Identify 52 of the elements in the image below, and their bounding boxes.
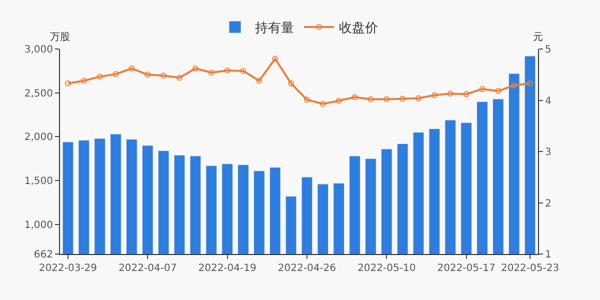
y2-tick-label: 2 <box>545 198 552 210</box>
y-tick-label: 2,500 <box>24 88 53 100</box>
y2-axis-title: 元 <box>533 32 543 43</box>
x-tick-label: 2022-05-23 <box>500 263 560 274</box>
point <box>447 90 454 97</box>
y2-tick-label: 1 <box>545 250 552 260</box>
point <box>176 74 182 81</box>
point <box>128 65 135 72</box>
legend-label: 持有量 <box>255 21 294 36</box>
x-tick-label: 2022-05-10 <box>358 263 416 274</box>
point <box>400 96 406 102</box>
point <box>352 94 358 100</box>
point <box>527 80 534 86</box>
point <box>336 98 342 104</box>
y-tick-label: 662 <box>34 250 53 260</box>
point <box>96 74 103 80</box>
point <box>368 96 374 102</box>
point <box>511 82 518 88</box>
y2-tick-label: 3 <box>545 147 552 158</box>
point <box>463 91 470 98</box>
point <box>112 71 119 78</box>
point <box>192 65 198 72</box>
point <box>288 80 294 86</box>
legend-label: 收盘价 <box>339 21 378 36</box>
x-tick-label: 2022-03-29 <box>38 263 98 274</box>
point <box>160 72 167 79</box>
point <box>208 70 214 76</box>
point <box>479 86 486 92</box>
y-tick-label: 2,000 <box>24 132 53 144</box>
x-tick-label: 2022-05-17 <box>437 263 496 274</box>
point <box>416 95 422 102</box>
x-tick-label: 2022-04-07 <box>118 263 177 274</box>
y-tick-label: 3,000 <box>24 44 53 56</box>
y-axis-title: 万股 <box>50 32 70 43</box>
point <box>256 78 262 84</box>
y2-tick-label: 5 <box>545 44 552 56</box>
y-tick-label: 1,000 <box>24 220 53 231</box>
point <box>144 72 151 78</box>
point <box>64 80 71 86</box>
point <box>240 68 246 74</box>
point <box>80 78 87 84</box>
point <box>224 68 230 74</box>
point <box>272 56 278 62</box>
y-tick-label: 1,500 <box>24 176 53 188</box>
x-tick-label: 2022-04-19 <box>198 263 256 274</box>
point <box>495 88 502 94</box>
point <box>384 96 390 102</box>
point <box>431 92 438 98</box>
y2-tick-label: 4 <box>545 96 552 107</box>
point <box>304 96 310 103</box>
point <box>320 100 326 107</box>
x-tick-label: 2022-04-26 <box>278 263 336 274</box>
